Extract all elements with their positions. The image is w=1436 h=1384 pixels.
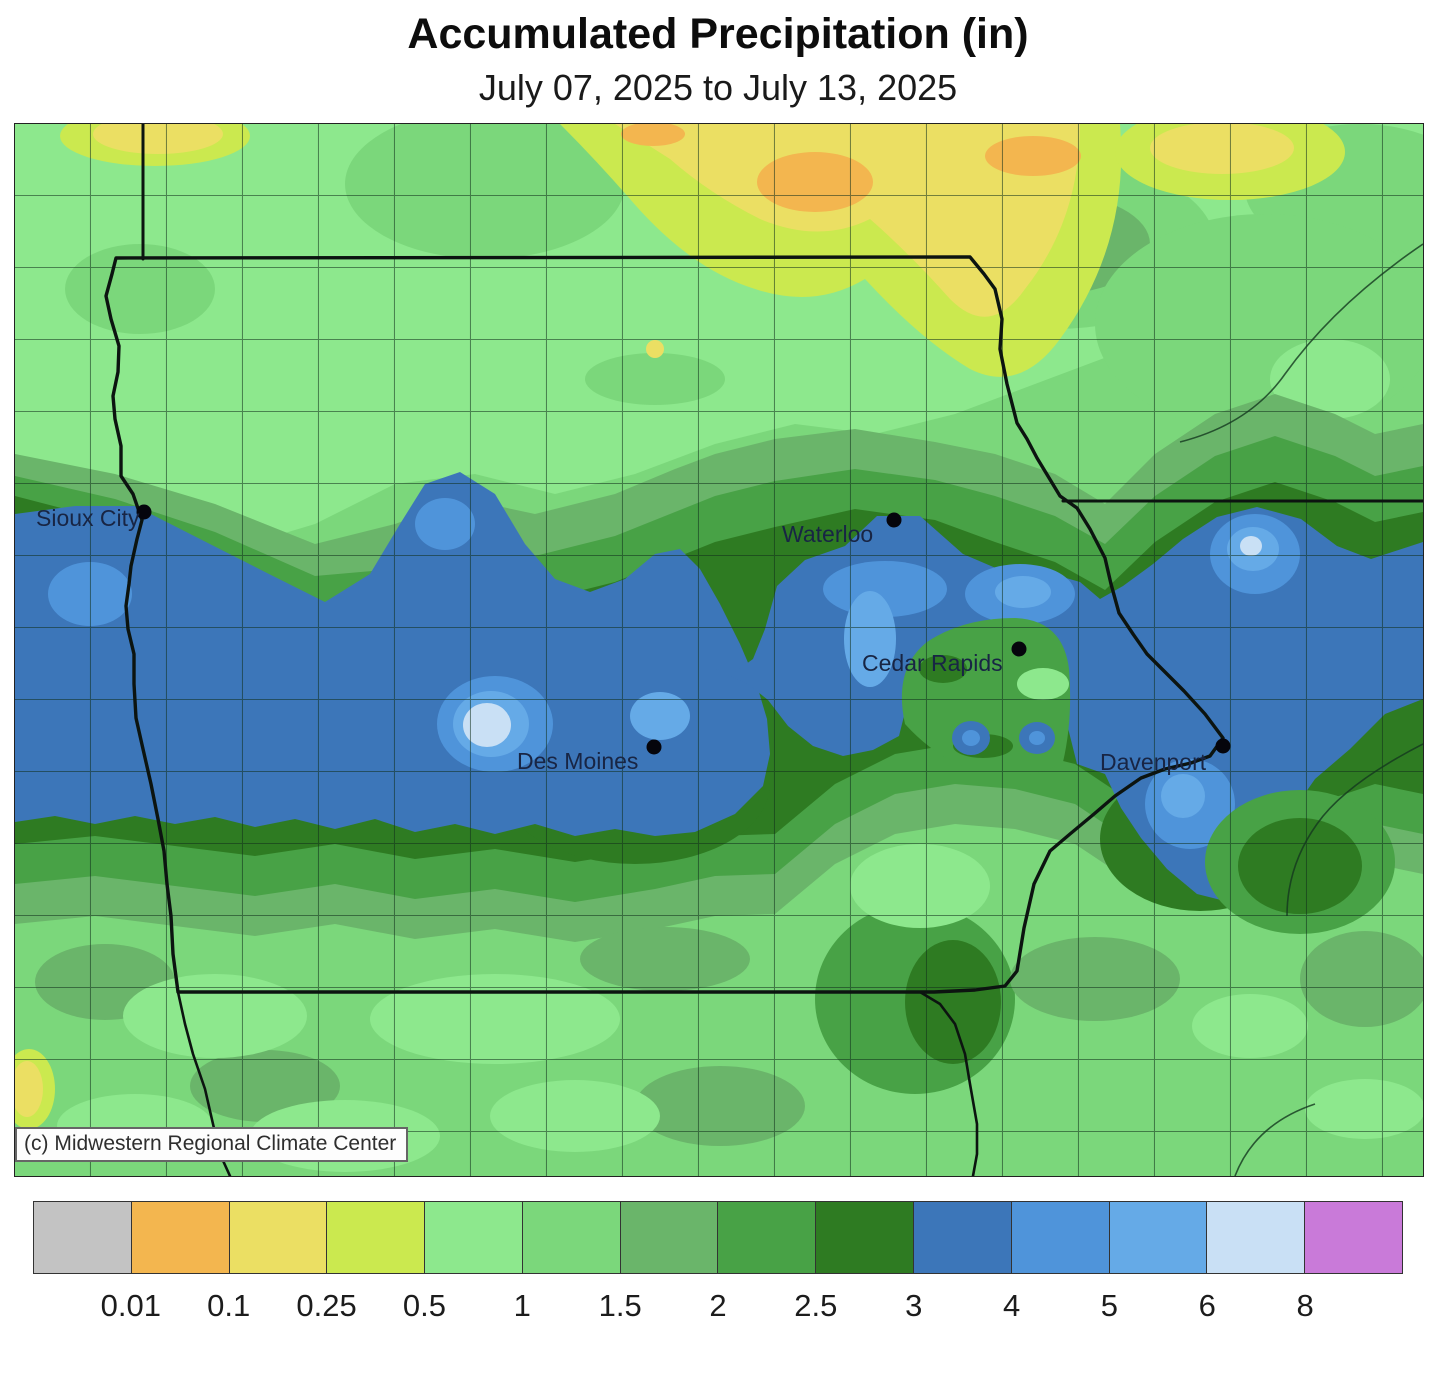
legend-label-1: 1 — [513, 1288, 531, 1324]
legend-label-0.25: 0.25 — [296, 1288, 357, 1324]
davenport-label: Davenport — [1100, 749, 1207, 775]
legend-value-labels: 0.01 0.1 0.25 0.5 1 1.5 2 2.5 3 4 5 6 8 — [33, 1280, 1403, 1338]
des-moines-dot — [646, 739, 662, 755]
header: Accumulated Precipitation (in) July 07, … — [0, 0, 1436, 109]
legend-label-3: 3 — [905, 1288, 923, 1324]
legend-cell-4 — [425, 1202, 523, 1274]
legend-cell-1 — [131, 1202, 230, 1274]
sioux-city-label: Sioux City — [36, 505, 140, 531]
page: { "header": { "title": "Accumulated Prec… — [0, 0, 1436, 1338]
page-title: Accumulated Precipitation (in) — [407, 10, 1029, 58]
legend-label-1.5: 1.5 — [598, 1288, 642, 1324]
legend-label-6: 6 — [1198, 1288, 1216, 1324]
legend-label-2.5: 2.5 — [794, 1288, 838, 1324]
legend-color-bar — [33, 1201, 1403, 1275]
legend-cell-3 — [327, 1202, 426, 1274]
legend-label-2: 2 — [709, 1288, 727, 1324]
precipitation-map: Sioux City Waterloo Cedar Rapids Des Moi… — [14, 123, 1424, 1178]
legend-cell-9 — [914, 1202, 1012, 1274]
legend-label-0.5: 0.5 — [402, 1288, 446, 1324]
legend-cell-13 — [1305, 1202, 1402, 1274]
legend-cell-7 — [718, 1202, 817, 1274]
map-canvas: Sioux City Waterloo Cedar Rapids Des Moi… — [15, 124, 1423, 1177]
legend-cell-11 — [1109, 1202, 1208, 1274]
davenport-dot — [1215, 738, 1231, 754]
legend-cell-2 — [229, 1202, 328, 1274]
legend-cell-12 — [1207, 1202, 1306, 1274]
cedar-rapids-label: Cedar Rapids — [862, 650, 1003, 676]
sioux-city-dot — [136, 504, 152, 520]
legend-label-0.01: 0.01 — [100, 1288, 162, 1324]
legend-label-4: 4 — [1002, 1288, 1021, 1324]
legend-label-0.1: 0.1 — [207, 1288, 251, 1324]
waterloo-label: Waterloo — [782, 521, 873, 547]
precip-legend: 0.01 0.1 0.25 0.5 1 1.5 2 2.5 3 4 5 6 8 — [33, 1201, 1403, 1338]
legend-cell-6 — [620, 1202, 719, 1274]
legend-label-8: 8 — [1296, 1288, 1314, 1324]
iowa-state-outline — [104, 255, 1225, 995]
des-moines-label: Des Moines — [517, 748, 638, 774]
cedar-rapids-dot — [1011, 641, 1027, 657]
waterloo-dot — [886, 512, 902, 528]
legend-cell-5 — [522, 1202, 621, 1274]
city-markers: Sioux City Waterloo Cedar Rapids Des Moi… — [36, 504, 1231, 775]
legend-cell-8 — [816, 1202, 915, 1274]
county-grid — [15, 124, 1423, 1177]
legend-cell-10 — [1011, 1202, 1110, 1274]
river-lines — [1179, 243, 1423, 1177]
date-range-subtitle: July 07, 2025 to July 13, 2025 — [478, 67, 958, 109]
legend-cell-0 — [34, 1202, 132, 1274]
attribution-box: (c) Midwestern Regional Climate Center — [15, 1127, 409, 1163]
legend-label-5: 5 — [1100, 1288, 1119, 1324]
